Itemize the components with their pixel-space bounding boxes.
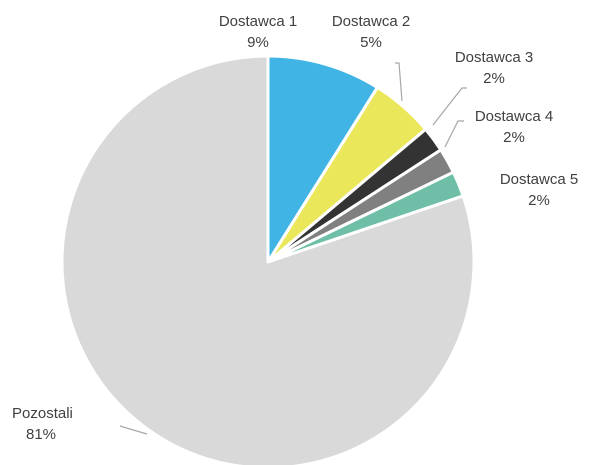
slice-percent: 2% xyxy=(528,192,550,209)
data-label-4: Dostawca 4 2% xyxy=(475,108,553,146)
slice-name: Dostawca 4 xyxy=(475,108,553,125)
leader-line-2 xyxy=(395,62,403,102)
slice-name: Dostawca 2 xyxy=(332,13,410,30)
leader-line-3 xyxy=(432,87,467,126)
pie-slice-1 xyxy=(266,54,379,264)
data-label-2: Dostawca 2 5% xyxy=(332,13,410,51)
pie-slices xyxy=(60,54,476,465)
slice-percent: 9% xyxy=(247,34,269,51)
data-labels: Dostawca 1 9%Dostawca 2 5%Dostawca 3 2%Dost… xyxy=(12,13,578,443)
slice-percent: 2% xyxy=(483,70,505,87)
slice-name: Dostawca 1 xyxy=(219,13,297,30)
leader-line-6 xyxy=(119,425,148,435)
slice-name: Dostawca 3 xyxy=(455,49,533,66)
data-label-1: Dostawca 1 9% xyxy=(219,13,297,51)
slice-name: Dostawca 5 xyxy=(500,171,578,188)
slice-percent: 2% xyxy=(503,129,525,146)
slice-percent: 81% xyxy=(26,426,56,443)
data-label-5: Dostawca 5 2% xyxy=(500,171,578,209)
slice-name: Pozostali xyxy=(12,405,73,422)
pie-slice-6 xyxy=(60,54,476,465)
data-label-6: Pozostali 81% xyxy=(12,405,73,443)
leader-lines xyxy=(119,62,467,435)
slice-percent: 5% xyxy=(360,34,382,51)
data-label-3: Dostawca 3 2% xyxy=(455,49,533,87)
leader-line-4 xyxy=(444,120,464,148)
